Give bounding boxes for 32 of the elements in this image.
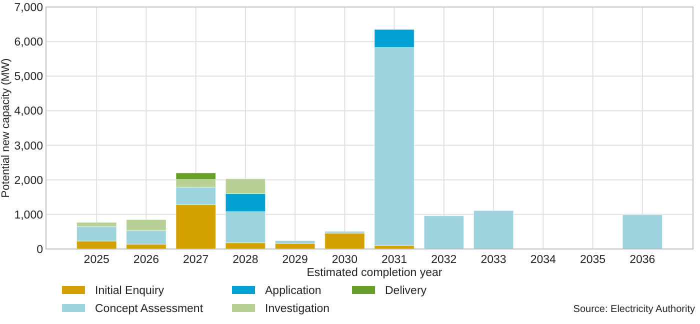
x-tick-label: 2033 [480, 254, 506, 266]
bar [622, 214, 663, 250]
y-tick-label: 4,000 [14, 106, 43, 118]
legend-label: Initial Enquiry [95, 285, 164, 298]
legend-label: Concept Assessment [95, 303, 204, 316]
x-tick-label: 2025 [84, 254, 110, 266]
x-tick-label: 2034 [530, 254, 557, 266]
bar [473, 210, 514, 250]
x-axis-title: Estimated completion year [306, 267, 442, 279]
bar [424, 216, 464, 250]
bar [324, 232, 365, 250]
legend-label: Application [265, 285, 322, 298]
x-tick-label: 2036 [630, 254, 656, 266]
legend-label: Delivery [385, 285, 427, 298]
x-tick-label: 2029 [282, 254, 308, 266]
legend-label: Investigation [265, 303, 330, 316]
y-tick-label: 7,000 [14, 2, 43, 14]
y-tick-label: 0 [36, 244, 43, 256]
x-tick-label: 2030 [332, 254, 358, 266]
y-tick-label: 5,000 [14, 71, 43, 84]
x-tick-label: 2035 [580, 254, 606, 266]
x-tick-label: 2031 [382, 254, 408, 266]
source-note: Source: Electricity Authority [573, 304, 695, 315]
y-tick-label: 3,000 [14, 140, 43, 152]
y-axis-title: Potential new capacity (MW) [0, 58, 12, 198]
y-tick-label: 2,000 [14, 174, 43, 187]
x-tick-label: 2027 [183, 254, 209, 266]
x-tick-label: 2032 [431, 254, 457, 266]
x-tick-label: 2026 [133, 254, 160, 266]
y-tick-label: 6,000 [14, 36, 43, 49]
y-tick-label: 1,000 [14, 209, 43, 222]
x-tick-label: 2028 [232, 254, 258, 266]
